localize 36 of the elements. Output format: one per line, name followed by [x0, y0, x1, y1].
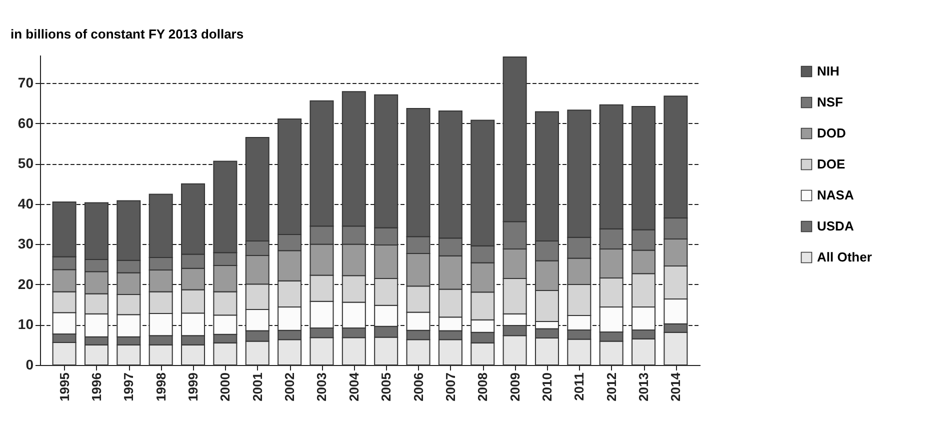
x-tick-label: 2003	[314, 372, 330, 402]
y-tick-label: 70	[18, 74, 34, 91]
legend-label: NIH	[817, 64, 840, 78]
x-tick-label: 1999	[186, 372, 201, 402]
x-tick-label: 2013	[636, 372, 652, 402]
x-tick-label: 1998	[153, 372, 168, 402]
x-tick-label: 2011	[572, 372, 587, 401]
x-tick-label: 1996	[88, 372, 104, 402]
y-tick-label: 60	[18, 114, 34, 131]
y-tick-label: 40	[18, 195, 34, 212]
x-tick-label: 2010	[539, 372, 554, 402]
x-tick-label: 2012	[604, 372, 619, 402]
y-axis-title: in billions of constant FY 2013 dollars	[10, 26, 244, 42]
legend-label: DOE	[817, 156, 846, 172]
x-tick-label: 2007	[442, 372, 458, 402]
legend-label: NSF	[817, 94, 844, 110]
x-tick-label: 2000	[218, 372, 233, 402]
y-tick-label: 30	[18, 236, 34, 252]
x-tick-label: 2008	[475, 372, 490, 402]
x-tick-label: 1997	[121, 372, 136, 402]
y-tick-label: 0	[26, 356, 34, 372]
legend-label: NASA	[817, 188, 854, 202]
x-tick-label: 2002	[282, 372, 298, 402]
legend-label: DOD	[817, 126, 846, 140]
x-tick-label: 2004	[346, 372, 362, 402]
y-tick-label: 50	[18, 155, 34, 172]
y-tick-label: 10	[18, 316, 34, 332]
x-tick-label: 2006	[410, 372, 426, 402]
legend-label: USDA	[817, 218, 854, 234]
x-tick-label: 2014	[668, 372, 684, 402]
x-tick-label: 2009	[507, 372, 522, 402]
x-tick-label: 2005	[378, 372, 394, 402]
legend-label: All Other	[817, 250, 872, 264]
x-tick-label: 2001	[250, 372, 265, 402]
x-tick-label: 1995	[56, 372, 72, 402]
y-tick-label: 20	[18, 276, 34, 292]
